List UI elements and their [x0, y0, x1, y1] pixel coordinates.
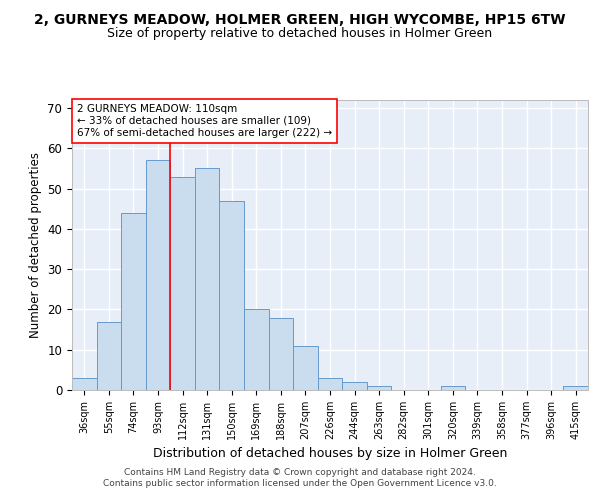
Bar	[440, 386, 465, 390]
Bar	[318, 378, 342, 390]
Text: Contains HM Land Registry data © Crown copyright and database right 2024.
Contai: Contains HM Land Registry data © Crown c…	[103, 468, 497, 487]
Bar	[367, 386, 391, 390]
Text: Size of property relative to detached houses in Holmer Green: Size of property relative to detached ho…	[107, 28, 493, 40]
Y-axis label: Number of detached properties: Number of detached properties	[29, 152, 42, 338]
Text: 2, GURNEYS MEADOW, HOLMER GREEN, HIGH WYCOMBE, HP15 6TW: 2, GURNEYS MEADOW, HOLMER GREEN, HIGH WY…	[34, 12, 566, 26]
Bar	[195, 168, 220, 390]
Bar	[121, 213, 146, 390]
Bar	[244, 310, 269, 390]
Bar	[220, 200, 244, 390]
Bar	[170, 176, 195, 390]
Bar	[269, 318, 293, 390]
Bar	[97, 322, 121, 390]
Bar	[293, 346, 318, 390]
Bar	[72, 378, 97, 390]
Bar	[146, 160, 170, 390]
Bar	[563, 386, 588, 390]
Text: 2 GURNEYS MEADOW: 110sqm
← 33% of detached houses are smaller (109)
67% of semi-: 2 GURNEYS MEADOW: 110sqm ← 33% of detach…	[77, 104, 332, 138]
X-axis label: Distribution of detached houses by size in Holmer Green: Distribution of detached houses by size …	[153, 448, 507, 460]
Bar	[342, 382, 367, 390]
